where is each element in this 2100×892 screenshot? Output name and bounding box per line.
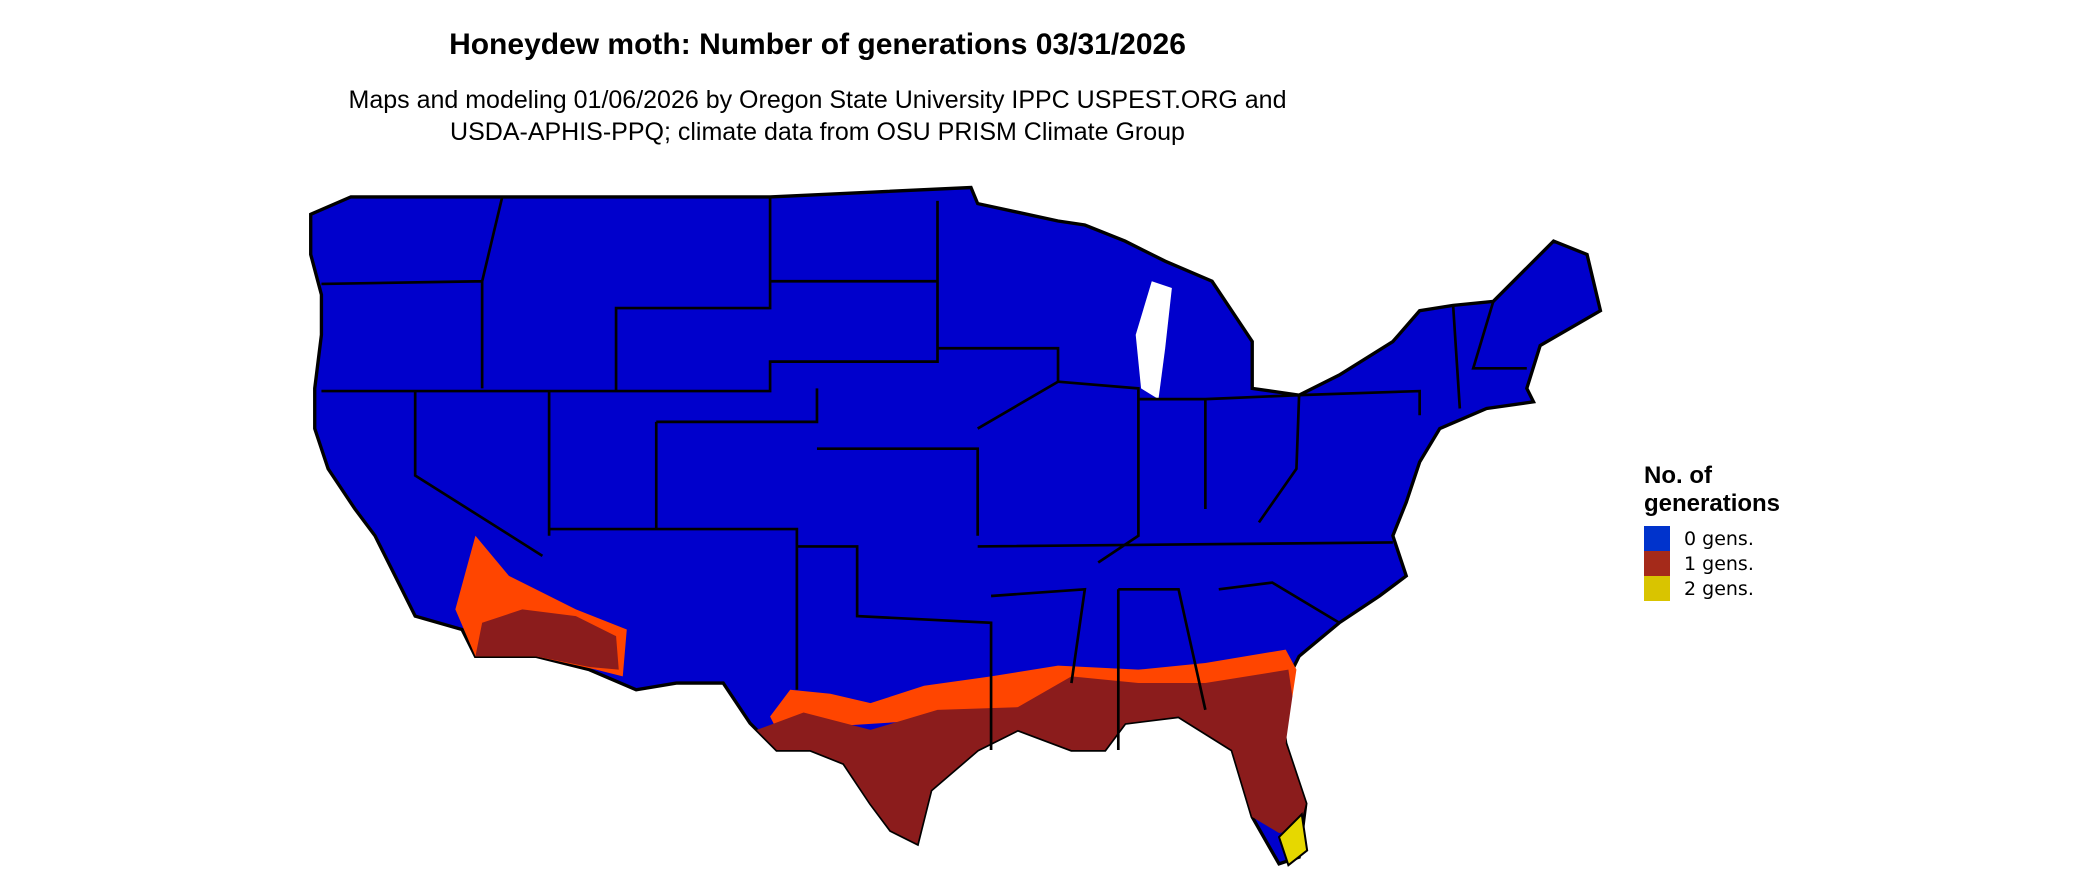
legend-title-line-1: No. of <box>1644 462 1712 489</box>
one-gen-zone-southwest <box>475 609 619 670</box>
legend-label: 0 gens. <box>1684 527 1754 550</box>
lake-michigan <box>1135 281 1172 400</box>
state-borders <box>321 196 1527 751</box>
two-gen-zone-florida <box>1277 812 1309 867</box>
fringe-zone-south <box>770 649 1297 730</box>
legend-swatch-2-gens <box>1644 576 1670 601</box>
map-title: Honeydew moth: Number of generations 03/… <box>449 28 1186 61</box>
subtitle-line-2: USDA-APHIS-PPQ; climate data from OSU PR… <box>450 118 1185 146</box>
subtitle-line-1: Maps and modeling 01/06/2026 by Oregon S… <box>348 86 1287 114</box>
legend-title-line-2: generations <box>1644 490 1781 517</box>
legend-swatch-1-gens <box>1644 551 1670 576</box>
map-subtitle: Maps and modeling 01/06/2026 by Oregon S… <box>0 84 1635 148</box>
legend-item-2-gens: 2 gens. <box>1644 576 1780 601</box>
one-gen-zone-south <box>756 669 1306 844</box>
legend-item-1-gens: 1 gens. <box>1644 551 1780 576</box>
legend-swatch-0-gens <box>1644 526 1670 551</box>
legend-label: 1 gens. <box>1684 552 1754 575</box>
legend: No. of generations 0 gens. 1 gens. 2 gen… <box>1644 462 1780 601</box>
legend-label: 2 gens. <box>1684 577 1754 600</box>
legend-item-0-gens: 0 gens. <box>1644 526 1780 551</box>
